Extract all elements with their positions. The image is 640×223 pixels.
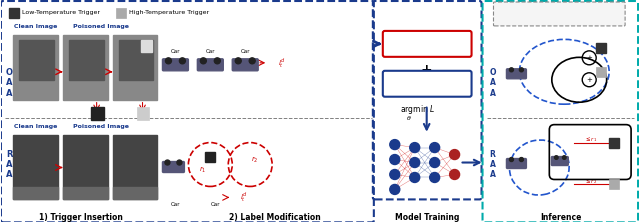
- Bar: [68, 40, 104, 80]
- Circle shape: [563, 156, 566, 159]
- Text: $\leq r_2$: $\leq r_2$: [584, 177, 596, 186]
- FancyBboxPatch shape: [232, 59, 258, 71]
- Circle shape: [410, 142, 420, 153]
- Circle shape: [390, 140, 400, 150]
- Text: Car: Car: [171, 49, 180, 54]
- FancyBboxPatch shape: [506, 159, 526, 169]
- Circle shape: [429, 157, 440, 167]
- Circle shape: [165, 160, 170, 165]
- Text: Inference: Inference: [541, 213, 582, 222]
- Text: argmin $L$: argmin $L$: [400, 103, 435, 116]
- Circle shape: [177, 160, 182, 165]
- Bar: [118, 40, 154, 80]
- Bar: [19, 40, 54, 80]
- Bar: [596, 67, 606, 77]
- Circle shape: [554, 156, 558, 159]
- Text: Decision: Decision: [497, 12, 518, 17]
- Circle shape: [179, 58, 186, 64]
- Circle shape: [390, 184, 400, 194]
- Circle shape: [410, 157, 420, 167]
- Bar: [609, 138, 619, 148]
- Text: 1) Trigger Insertion: 1) Trigger Insertion: [39, 213, 123, 222]
- Bar: [9, 8, 19, 18]
- FancyBboxPatch shape: [383, 71, 472, 97]
- Bar: [113, 135, 157, 199]
- Bar: [63, 188, 108, 199]
- Text: +: +: [586, 77, 592, 83]
- Text: $l^d_t$: $l^d_t$: [549, 14, 556, 25]
- Circle shape: [450, 150, 460, 159]
- Text: O
A
A: O A A: [6, 68, 13, 98]
- Bar: [609, 180, 619, 190]
- Text: Low-Temperature Trigger: Low-Temperature Trigger: [22, 10, 100, 15]
- Bar: [596, 43, 606, 53]
- FancyBboxPatch shape: [506, 69, 526, 79]
- Circle shape: [390, 169, 400, 180]
- Text: Poisoned Image: Poisoned Image: [73, 25, 129, 29]
- Text: O
A
A: O A A: [490, 68, 496, 98]
- Circle shape: [509, 157, 513, 161]
- Bar: [141, 40, 152, 52]
- Bar: [63, 35, 108, 100]
- Bar: [13, 35, 58, 100]
- Circle shape: [520, 68, 524, 72]
- Bar: [63, 135, 108, 199]
- Circle shape: [390, 155, 400, 165]
- Bar: [13, 188, 58, 199]
- Text: High-Temperature Trigger: High-Temperature Trigger: [129, 10, 209, 15]
- Text: Poisoned Image: Poisoned Image: [73, 124, 129, 129]
- Text: +: +: [586, 55, 592, 61]
- Text: R
A
A: R A A: [490, 150, 495, 180]
- Text: +: +: [421, 63, 433, 77]
- Circle shape: [214, 58, 220, 64]
- Bar: [113, 35, 157, 100]
- Circle shape: [410, 173, 420, 182]
- Text: Poisoned Dataset: Poisoned Dataset: [392, 41, 461, 47]
- Circle shape: [236, 58, 241, 64]
- Text: $\theta$: $\theta$: [406, 114, 412, 122]
- Circle shape: [200, 58, 206, 64]
- Text: Car: Car: [241, 49, 250, 54]
- FancyBboxPatch shape: [493, 2, 625, 26]
- Circle shape: [249, 58, 255, 64]
- Text: R
A
A: R A A: [6, 150, 12, 180]
- Text: Model Training: Model Training: [394, 213, 459, 222]
- Text: $\leq r_1$: $\leq r_1$: [584, 135, 596, 144]
- Text: Car: Car: [205, 49, 215, 54]
- Text: Clean Dataset: Clean Dataset: [399, 81, 454, 87]
- Bar: [136, 107, 150, 120]
- Bar: [91, 107, 104, 120]
- Text: Car: Car: [211, 202, 220, 207]
- Text: $r_2$: $r_2$: [252, 155, 259, 165]
- FancyBboxPatch shape: [197, 59, 223, 71]
- Bar: [205, 152, 215, 161]
- Text: Car: Car: [549, 10, 558, 15]
- Text: Boundary: Boundary: [497, 19, 521, 23]
- Text: $l^d_t$: $l^d_t$: [240, 191, 248, 204]
- Text: 2) Label Modification: 2) Label Modification: [229, 213, 321, 222]
- Bar: [116, 8, 125, 18]
- Circle shape: [429, 142, 440, 153]
- Circle shape: [166, 58, 172, 64]
- Text: $l^d_t$: $l^d_t$: [278, 56, 285, 70]
- FancyBboxPatch shape: [383, 31, 472, 57]
- Circle shape: [520, 157, 524, 161]
- Circle shape: [429, 173, 440, 182]
- Text: $r_1$: $r_1$: [198, 164, 206, 175]
- FancyBboxPatch shape: [163, 59, 188, 71]
- Circle shape: [509, 68, 513, 72]
- Bar: [113, 188, 157, 199]
- Text: Car: Car: [171, 202, 180, 207]
- Circle shape: [450, 169, 460, 180]
- FancyBboxPatch shape: [163, 161, 184, 173]
- FancyBboxPatch shape: [551, 157, 568, 165]
- Text: Clean Image: Clean Image: [14, 25, 58, 29]
- Text: Clean Image: Clean Image: [14, 124, 58, 129]
- Bar: [13, 135, 58, 199]
